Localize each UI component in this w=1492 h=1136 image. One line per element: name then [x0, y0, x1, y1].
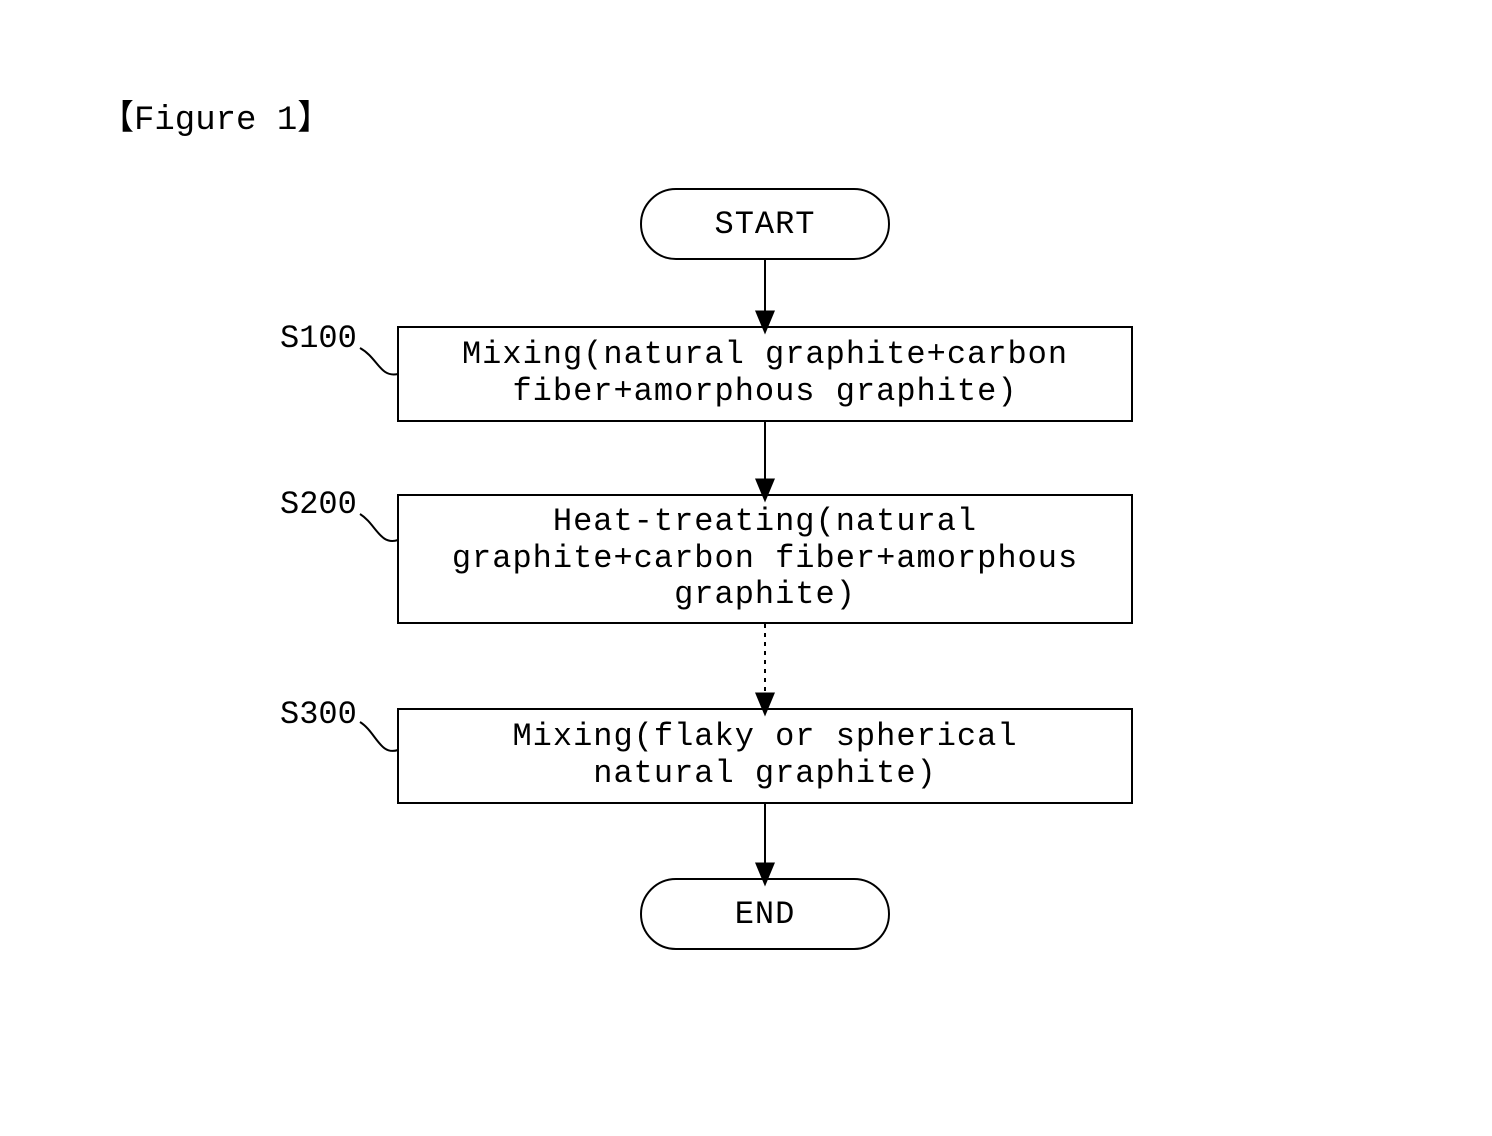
- process-s300-text: Mixing(flaky or spherical natural graphi…: [512, 719, 1017, 793]
- terminal-end: END: [640, 878, 890, 950]
- terminal-start: START: [640, 188, 890, 260]
- process-s200-text: Heat-treating(natural graphite+carbon fi…: [452, 504, 1078, 614]
- label-connector-lbl-s100: [360, 348, 398, 375]
- figure-label: 【Figure 1】: [100, 90, 331, 140]
- flowchart-canvas: 【Figure 1】 START Mixing(natural graphite…: [0, 0, 1492, 1136]
- label-connector-lbl-s300: [360, 722, 398, 751]
- process-s300: Mixing(flaky or spherical natural graphi…: [397, 708, 1133, 804]
- terminal-end-text: END: [735, 896, 796, 933]
- process-s200: Heat-treating(natural graphite+carbon fi…: [397, 494, 1133, 624]
- process-s100: Mixing(natural graphite+carbon fiber+amo…: [397, 326, 1133, 422]
- process-s100-text: Mixing(natural graphite+carbon fiber+amo…: [462, 337, 1068, 411]
- terminal-start-text: START: [714, 206, 815, 243]
- step-label-s100: S100: [280, 320, 357, 357]
- label-connector-lbl-s200: [360, 514, 398, 541]
- step-label-s200: S200: [280, 486, 357, 523]
- step-label-s300: S300: [280, 696, 357, 733]
